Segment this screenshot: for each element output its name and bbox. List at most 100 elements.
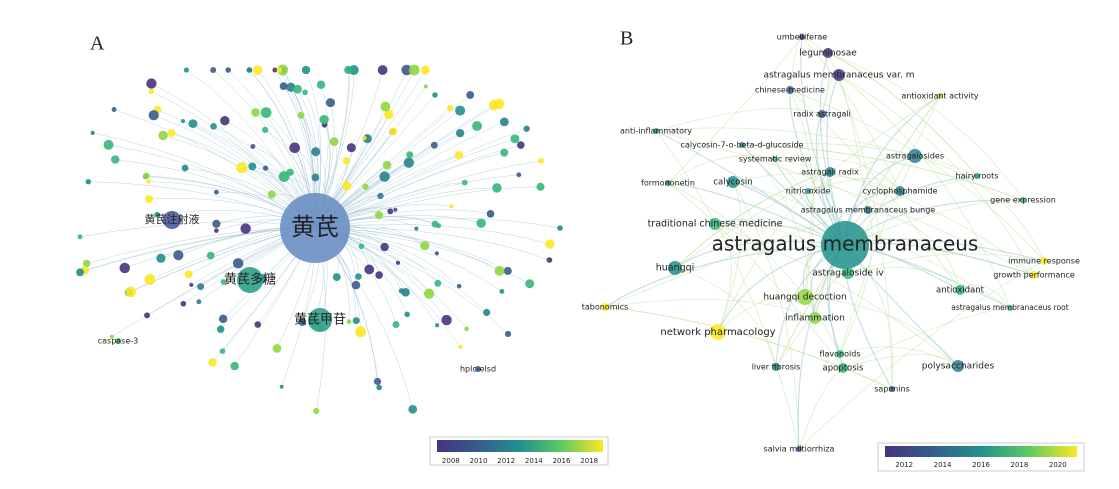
node [475,366,481,372]
node [298,317,307,326]
node [272,344,282,353]
node [302,89,308,96]
node [214,189,219,195]
node [308,308,332,332]
node [668,261,682,275]
node [218,314,228,324]
node [546,257,553,263]
node [504,330,512,338]
node [797,289,813,305]
node [262,165,269,171]
node-label: liver fibrosis [752,363,801,372]
edge [314,128,527,229]
node-label: nitric oxide [786,187,831,196]
node-label: astragali radix [801,168,859,177]
node [838,363,848,373]
node [280,193,350,263]
panel-label: B [620,28,633,50]
edge [801,36,901,192]
node [267,190,276,199]
node [208,358,217,367]
node-label: saponins [874,385,910,394]
edge [732,181,1011,309]
edge [732,173,901,192]
node-label: astragaloside iv [812,269,884,279]
node [895,186,905,196]
node [796,446,802,452]
node [772,363,780,371]
node [430,141,438,149]
node [825,167,835,177]
node [189,282,194,287]
edge [674,240,846,269]
node [455,105,466,116]
node [163,211,181,229]
node [536,182,545,191]
edge [655,127,916,157]
node [494,265,505,276]
edge [842,307,1011,369]
node [352,317,360,325]
edge [867,209,961,291]
node [432,92,438,98]
node [180,300,187,307]
node [1040,257,1048,265]
node-label: 黄芪多糖 [224,272,276,288]
node-label: cyclophosphamide [863,187,938,196]
node [818,110,826,118]
node-label: formononetin [641,179,695,188]
node [77,234,83,240]
edge [314,160,542,229]
node [557,225,563,231]
node [214,228,219,233]
node [167,129,176,138]
node [377,192,384,200]
node [435,323,440,328]
edge [829,95,941,173]
node [395,260,401,265]
node [76,268,84,277]
edge [798,260,1045,450]
edge [839,209,873,355]
node [246,67,253,73]
node [250,143,256,149]
node [210,67,217,73]
node [472,121,483,131]
edge [838,74,869,211]
edge [844,95,941,246]
node-label: astragalosides [886,152,944,161]
node [111,155,120,164]
node [260,107,272,118]
node [184,270,193,279]
node [90,130,95,135]
node [240,223,251,234]
edge [604,306,893,390]
node [212,219,221,228]
node [455,128,465,138]
edge [839,346,959,367]
node [1020,197,1026,203]
node [510,134,520,144]
node [488,99,500,111]
colorbar-tick-label: 2010 [470,457,488,465]
node [499,288,505,294]
node [393,207,398,212]
node [500,148,509,157]
node [297,111,305,119]
node [823,48,833,58]
colorbar-tick-label: 2018 [1010,461,1028,469]
node-label: calycosin-7-o-beta-d-glucoside [681,141,804,150]
nodes [76,34,1048,452]
node [146,78,157,89]
edge [655,108,823,132]
node [342,181,352,191]
node-label: hairy roots [956,172,999,181]
node [364,264,375,275]
node [434,279,442,287]
edge [667,182,841,355]
node [301,65,311,75]
node [384,109,394,120]
node [377,65,388,75]
node [346,319,352,325]
edge [838,74,1035,276]
